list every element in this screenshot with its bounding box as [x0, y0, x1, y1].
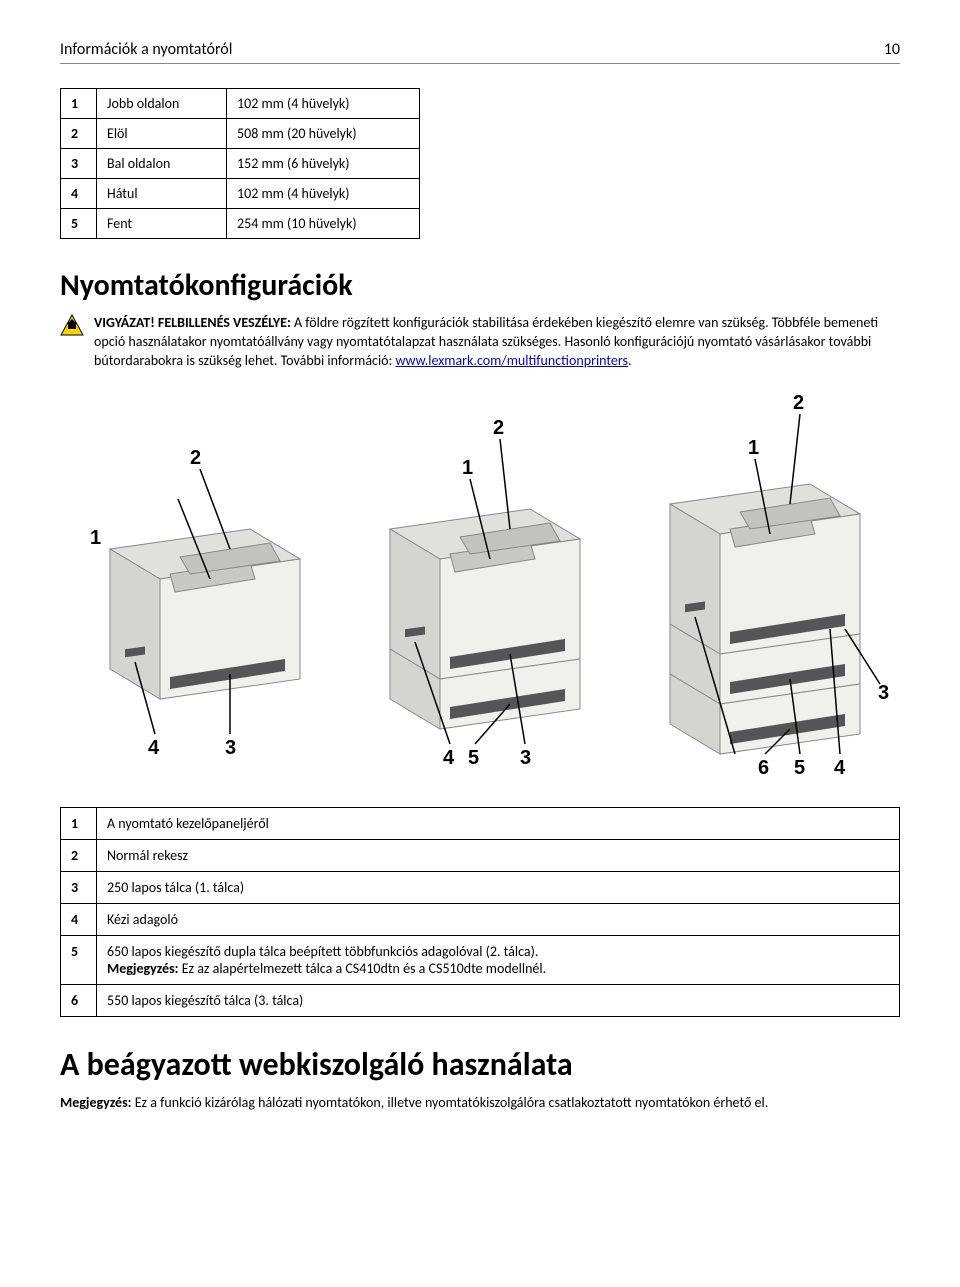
dim-value: 102 mm (4 hüvelyk) [227, 179, 420, 209]
figure-label: 2 [190, 447, 201, 469]
dim-label: Hátul [97, 179, 227, 209]
figure-label: 2 [493, 417, 504, 439]
figure-label: 3 [878, 682, 889, 704]
part-text: A nyomtató kezelőpaneljéről [97, 807, 900, 839]
main-heading: A beágyazott webkiszolgáló használata [60, 1045, 900, 1084]
figure-label: 4 [148, 737, 160, 759]
table-row: 4 Hátul 102 mm (4 hüvelyk) [61, 179, 420, 209]
dim-label: Fent [97, 209, 227, 239]
table-row: 3 Bal oldalon 152 mm (6 hüvelyk) [61, 149, 420, 179]
note-paragraph: Megjegyzés: Ez a funkció kizárólag hálóz… [60, 1094, 900, 1113]
page-number: 10 [884, 40, 900, 59]
part-num: 5 [61, 935, 97, 984]
table-row: 5 Fent 254 mm (10 hüvelyk) [61, 209, 420, 239]
figure-label: 5 [468, 747, 479, 769]
config-heading: Nyomtatókonfigurációk [60, 267, 900, 304]
table-row: 3 250 lapos tálca (1. tálca) [61, 871, 900, 903]
figure-label: 1 [748, 437, 759, 459]
figure-label: 5 [794, 757, 805, 779]
dim-value: 254 mm (10 hüvelyk) [227, 209, 420, 239]
part-num: 3 [61, 871, 97, 903]
figure-label: 3 [225, 737, 236, 759]
table-row: 2 Elöl 508 mm (20 hüvelyk) [61, 119, 420, 149]
part-text: 250 lapos tálca (1. tálca) [97, 871, 900, 903]
part-text: 550 lapos kiegészítő tálca (3. tálca) [97, 984, 900, 1016]
dim-num: 1 [61, 89, 97, 119]
dim-label: Elöl [97, 119, 227, 149]
warning-link[interactable]: www.lexmark.com/multifunctionprinters [395, 352, 628, 369]
figure-label: 4 [834, 757, 846, 779]
figure-label: 1 [462, 457, 473, 479]
dim-num: 3 [61, 149, 97, 179]
table-row: 1 Jobb oldalon 102 mm (4 hüvelyk) [61, 89, 420, 119]
dimensions-table: 1 Jobb oldalon 102 mm (4 hüvelyk) 2 Elöl… [60, 88, 420, 239]
warning-body-end: . [628, 352, 632, 369]
part-num: 1 [61, 807, 97, 839]
table-row: 2 Normál rekesz [61, 839, 900, 871]
note-body: Ez a funkció kizárólag hálózati nyomtató… [132, 1094, 769, 1111]
figure-label: 6 [758, 757, 769, 779]
page-header: Információk a nyomtatóról 10 [60, 40, 900, 64]
dim-value: 152 mm (6 hüvelyk) [227, 149, 420, 179]
dim-value: 102 mm (4 hüvelyk) [227, 89, 420, 119]
dim-label: Bal oldalon [97, 149, 227, 179]
table-row: 5 650 lapos kiegészítő dupla tálca beépí… [61, 935, 900, 984]
parts-table: 1 A nyomtató kezelőpaneljéről 2 Normál r… [60, 807, 900, 1017]
dim-num: 5 [61, 209, 97, 239]
dim-num: 2 [61, 119, 97, 149]
printer-configurations-figure: 1 2 3 4 1 2 3 4 [60, 389, 900, 779]
warning-lead: VIGYÁZAT! FELBILLENÉS VESZÉLYE: [94, 314, 291, 331]
table-row: 6 550 lapos kiegészítő tálca (3. tálca) [61, 984, 900, 1016]
part-text: Normál rekesz [97, 839, 900, 871]
part-text: Kézi adagoló [97, 903, 900, 935]
table-row: 4 Kézi adagoló [61, 903, 900, 935]
part-num: 2 [61, 839, 97, 871]
warning-text: VIGYÁZAT! FELBILLENÉS VESZÉLYE: A földre… [94, 314, 900, 371]
part-note-lead: Megjegyzés: [107, 960, 179, 977]
figure-label: 2 [793, 392, 804, 414]
dim-label: Jobb oldalon [97, 89, 227, 119]
figure-label: 3 [520, 747, 531, 769]
part-num: 6 [61, 984, 97, 1016]
warning-block: VIGYÁZAT! FELBILLENÉS VESZÉLYE: A földre… [60, 314, 900, 371]
part-main: 650 lapos kiegészítő dupla tálca beépíte… [107, 943, 538, 960]
tip-hazard-icon [60, 314, 84, 336]
figure-label: 4 [443, 747, 455, 769]
dim-num: 4 [61, 179, 97, 209]
part-note-body: Ez az alapértelmezett tálca a CS410dtn é… [179, 960, 547, 977]
header-title: Információk a nyomtatóról [60, 40, 232, 59]
figure-label: 1 [90, 527, 101, 549]
note-lead: Megjegyzés: [60, 1094, 132, 1111]
part-text-with-note: 650 lapos kiegészítő dupla tálca beépíte… [97, 935, 900, 984]
part-num: 4 [61, 903, 97, 935]
table-row: 1 A nyomtató kezelőpaneljéről [61, 807, 900, 839]
dim-value: 508 mm (20 hüvelyk) [227, 119, 420, 149]
